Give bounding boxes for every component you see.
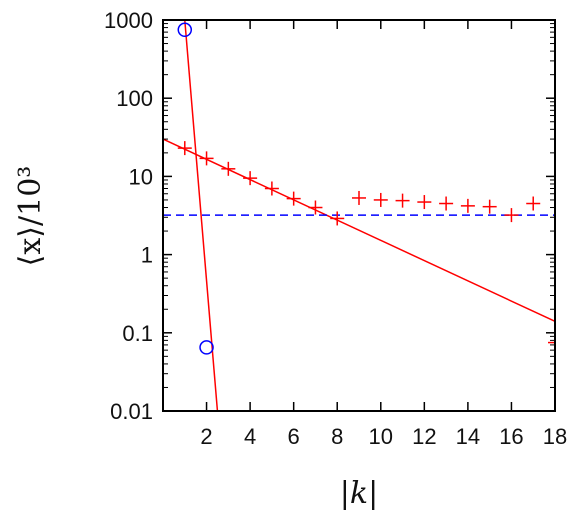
axis-ticks: 2 4 6 8 10 12 14 16 18 0.01 0.1 1 10 100 1000 <box>104 8 567 449</box>
y-tick-label: 1000 <box>104 8 153 33</box>
fit-line <box>163 138 555 323</box>
plus-point <box>286 191 301 206</box>
plus-point <box>439 196 454 211</box>
plus-point <box>460 198 475 213</box>
plus-point <box>243 171 258 186</box>
x-axis-label: |k| <box>340 476 378 511</box>
plus-point <box>417 195 432 210</box>
plus-point <box>221 161 236 176</box>
x-tick-label: 16 <box>499 424 523 449</box>
x-tick-label: 6 <box>288 424 300 449</box>
plus-point <box>352 190 366 205</box>
y-tick-label: 0.1 <box>122 321 153 346</box>
plus-point <box>330 211 345 226</box>
plus-point <box>177 141 192 156</box>
y-axis-label: ⟨x⟩/10³ <box>13 166 48 267</box>
plus-point <box>264 181 279 196</box>
y-tick-label: 1 <box>141 243 153 268</box>
plus-point <box>482 199 497 214</box>
plus-point <box>548 335 555 350</box>
x-tick-label: 2 <box>200 424 212 449</box>
circle-point <box>199 340 214 355</box>
y-tick-label: 10 <box>129 164 153 189</box>
x-tick-label: 14 <box>456 424 480 449</box>
fit-line <box>184 20 219 411</box>
plus-point <box>504 208 519 223</box>
plot-frame <box>162 19 556 412</box>
x-tick-label: 12 <box>412 424 436 449</box>
x-tick-label: 10 <box>369 424 393 449</box>
x-tick-label: 18 <box>543 424 567 449</box>
plus-point <box>308 200 323 215</box>
x-tick-label: 4 <box>244 424 256 449</box>
plus-point <box>199 151 214 166</box>
data-markers <box>177 22 555 355</box>
circle-point <box>177 22 193 38</box>
plus-point <box>373 192 388 207</box>
plus-point <box>526 196 541 211</box>
y-tick-label: 0.01 <box>110 399 153 424</box>
x-tick-label: 8 <box>331 424 343 449</box>
plus-point <box>395 193 410 208</box>
y-tick-label: 100 <box>116 86 153 111</box>
fit-lines <box>163 20 555 411</box>
